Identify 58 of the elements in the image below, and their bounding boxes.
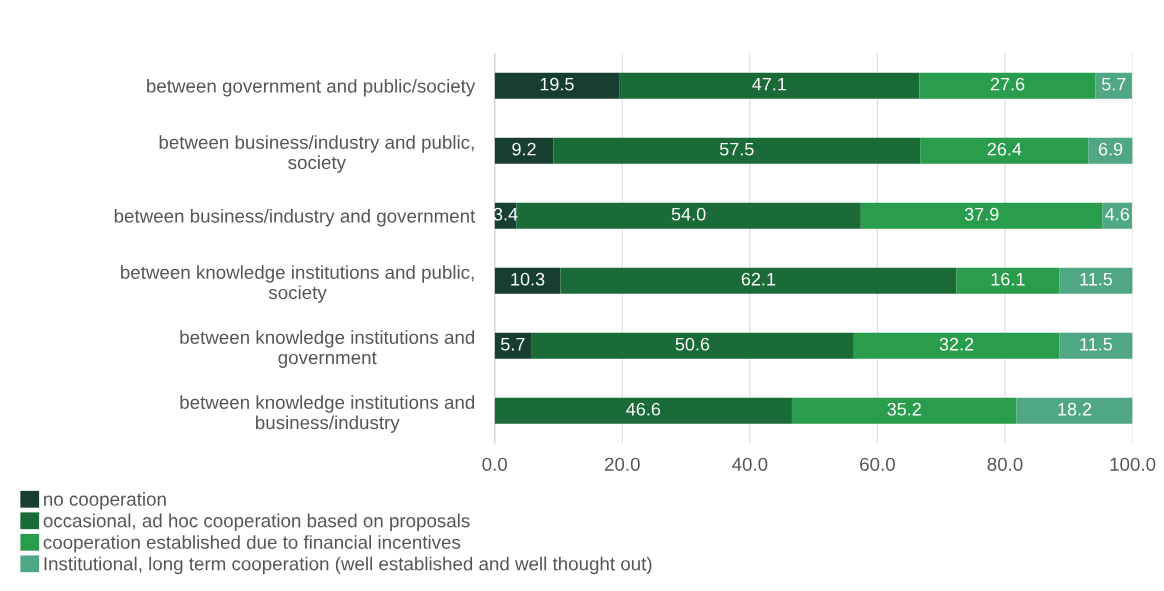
data-label: 46.6: [626, 402, 661, 416]
x-tick-label: 60.0: [860, 457, 895, 471]
bar: [494, 267, 561, 294]
bar: [494, 332, 532, 359]
bar: [560, 267, 957, 294]
bar: [860, 202, 1103, 229]
bar: [619, 72, 920, 99]
data-label: 57.5: [719, 142, 754, 156]
x-tick-label: 100.0: [1110, 457, 1156, 471]
data-label: 19.5: [540, 77, 574, 91]
data-label: 11.5: [1080, 272, 1113, 286]
x-tick-label: 20.0: [604, 457, 640, 471]
bar: [553, 137, 921, 164]
data-label: 54.0: [671, 207, 706, 221]
y-tick-label: between business/industry and public, society: [159, 135, 474, 173]
bar: [494, 72, 620, 99]
x-tick-label: 0.0: [482, 457, 507, 471]
bar: [516, 202, 861, 229]
data-label: 9.2: [512, 142, 536, 156]
data-label: 4.6: [1105, 207, 1130, 221]
bar: [1095, 72, 1132, 99]
bar: [920, 137, 1089, 164]
bar: [1016, 397, 1133, 424]
bar: [531, 332, 854, 359]
data-label: 6.9: [1098, 142, 1123, 156]
bar: [853, 332, 1060, 359]
bar: [494, 137, 554, 164]
y-tick-label: between knowledge institutions and business/industry: [180, 395, 475, 433]
data-label: 11.5: [1080, 337, 1113, 351]
data-label: 35.2: [887, 402, 921, 416]
data-label: 27.6: [990, 77, 1025, 91]
bar: [956, 267, 1060, 294]
data-label: 16.1: [991, 272, 1025, 286]
bar: [1059, 332, 1133, 359]
y-tick-label: between government and public/society: [147, 78, 476, 97]
data-label: 50.6: [675, 337, 710, 351]
bar: [791, 397, 1017, 424]
bar: [919, 72, 1096, 99]
data-label: 26.4: [987, 142, 1022, 156]
data-label: 18.2: [1058, 402, 1092, 416]
y-tick-label: between knowledge institutions and public, society: [121, 265, 474, 303]
data-label: 5.7: [1101, 77, 1126, 91]
x-tick-label: 40.0: [732, 457, 768, 471]
y-tick-label: between knowledge institutions and government: [180, 330, 475, 368]
legend-label: no cooperation: [44, 492, 166, 510]
legend-label: Institutional, long term cooperation (well established and well thought out): [44, 556, 652, 575]
data-label: 62.1: [741, 272, 776, 286]
data-label: 47.1: [752, 77, 786, 91]
data-label: 32.2: [939, 337, 974, 351]
data-label: 5.7: [501, 337, 525, 351]
data-label: 37.9: [964, 207, 999, 221]
bar: [1059, 267, 1133, 294]
data-label: 10.3: [511, 272, 545, 286]
y-tick-label: between business/industry and government: [114, 208, 476, 227]
bar: [494, 397, 792, 424]
legend-label: occasional, ad hoc cooperation based on proposals: [43, 513, 470, 532]
legend-label: cooperation established due to financial incentives: [43, 535, 461, 553]
x-tick-label: 80.0: [987, 457, 1023, 471]
